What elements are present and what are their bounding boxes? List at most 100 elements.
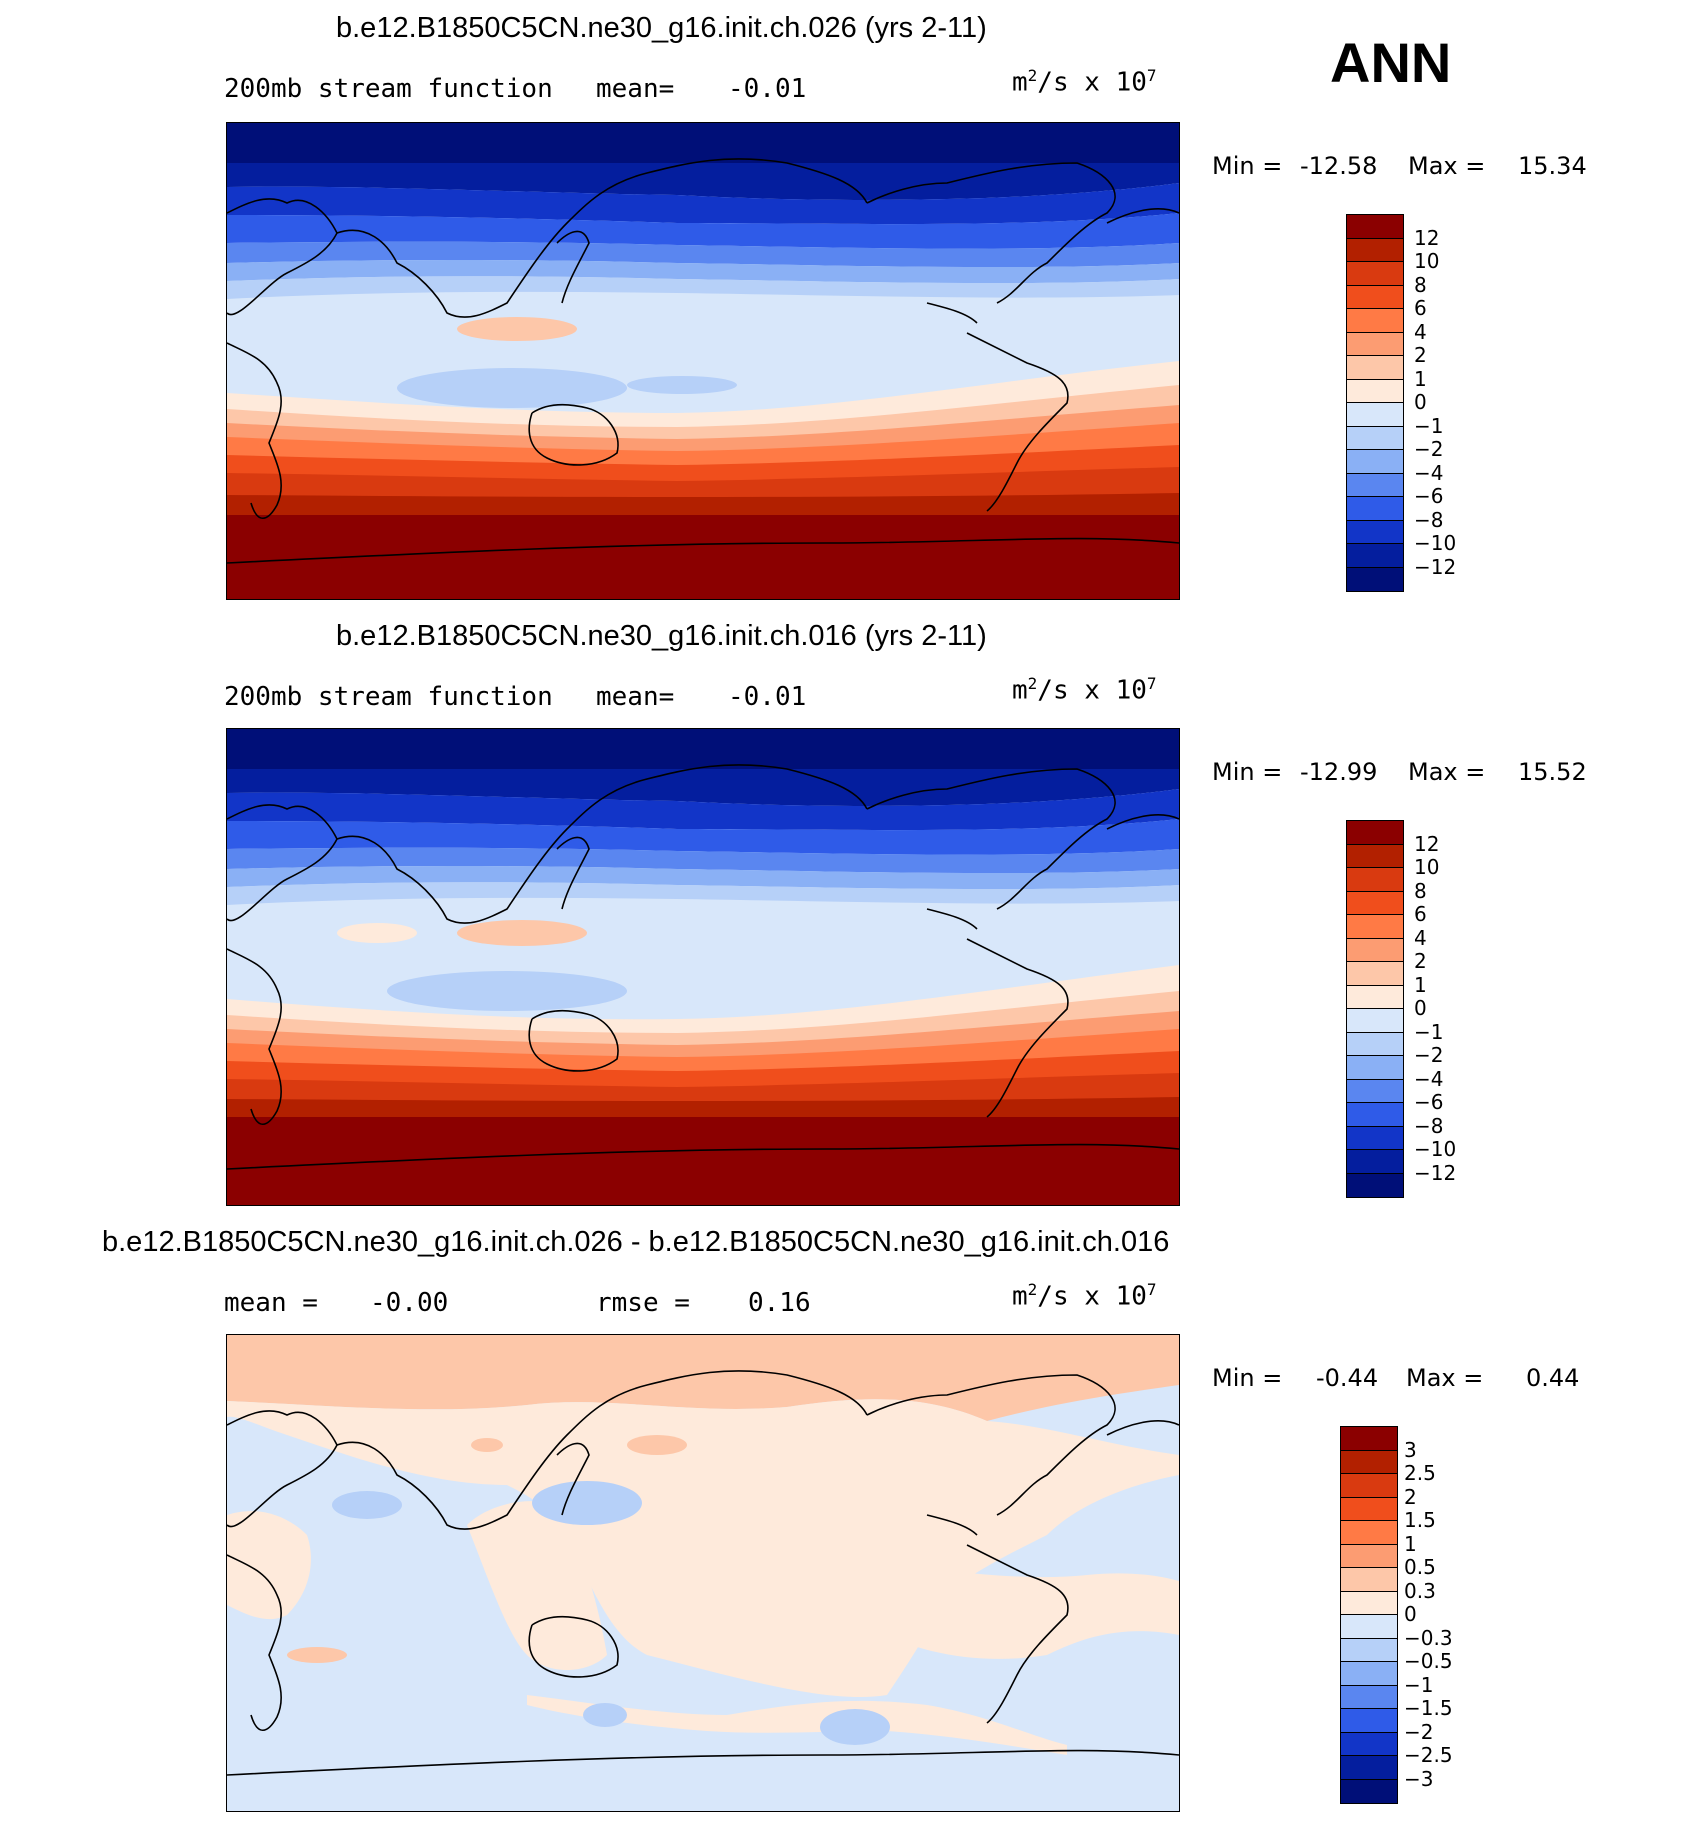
- band: [227, 515, 1179, 599]
- colorbar-label: 3: [1404, 1437, 1417, 1462]
- panel-2-max-label: Max =: [1408, 758, 1486, 786]
- colorbar-label: −12: [1414, 1160, 1457, 1185]
- colorbar-label: 0: [1414, 390, 1427, 414]
- colorbar-box: [1341, 1662, 1397, 1686]
- colorbar-label: 0: [1414, 996, 1427, 1020]
- panel-1-title: b.e12.B1850C5CN.ne30_g16.init.ch.026 (yr…: [336, 12, 987, 44]
- panel-2-mean-value: -0.01: [728, 682, 807, 712]
- colorbar-box: [1347, 285, 1403, 309]
- band: [227, 213, 1179, 249]
- panel-2-colorbar-labels: 12 10 8 6 4 2 1 0 −1 −2 −4 −6 −8 −10 −12: [1414, 820, 1494, 1196]
- colorbar-box: [1347, 567, 1403, 591]
- colorbar-label: 2: [1414, 343, 1427, 367]
- region: [627, 376, 737, 394]
- band: [227, 847, 1179, 874]
- panel-3-map-svg: [227, 1335, 1179, 1811]
- panel-1-colorbar: [1346, 214, 1404, 592]
- colorbar-label: 8: [1414, 878, 1427, 903]
- coastlines: [227, 1370, 1179, 1776]
- panel-1-min-label: Min =: [1212, 152, 1283, 180]
- panel-1-map-svg: [227, 123, 1179, 599]
- panel-3-title: b.e12.B1850C5CN.ne30_g16.init.ch.026 - b…: [102, 1226, 1170, 1258]
- panel-2-map-svg: [227, 729, 1179, 1205]
- band: [227, 183, 1179, 225]
- colorbar-box: [1347, 497, 1403, 521]
- region: [471, 1438, 503, 1452]
- colorbar-label: −4: [1414, 1066, 1444, 1091]
- region: [457, 317, 577, 341]
- panel-3-max-value: 0.44: [1526, 1364, 1580, 1392]
- coastlines: [227, 158, 1179, 564]
- panel-1-mean-label: mean=: [596, 74, 675, 104]
- colorbar-box: [1347, 262, 1403, 286]
- colorbar-label: −2: [1404, 1719, 1434, 1744]
- panel-3-min-value: -0.44: [1316, 1364, 1379, 1392]
- colorbar-box: [1341, 1568, 1397, 1592]
- panel-2-min-value: -12.99: [1300, 758, 1378, 786]
- region: [397, 368, 627, 408]
- colorbar-box: [1347, 544, 1403, 568]
- panel-3-rmse-value: 0.16: [748, 1288, 811, 1318]
- region: [227, 1399, 1179, 1697]
- colorbar-label: −2: [1414, 1043, 1444, 1067]
- region: [532, 1481, 642, 1525]
- band: [227, 789, 1179, 831]
- colorbar-box: [1341, 1591, 1397, 1615]
- colorbar-box: [1347, 473, 1403, 497]
- colorbar-label: 0.5: [1404, 1555, 1436, 1579]
- colorbar-box: [1341, 1615, 1397, 1639]
- panel-2-field-label: 200mb stream function: [224, 682, 553, 712]
- band: [227, 123, 1179, 163]
- colorbar-box: [1347, 1103, 1403, 1127]
- colorbar-box: [1347, 1032, 1403, 1056]
- panel-1-mean-value: -0.01: [728, 74, 807, 104]
- colorbar-label: −0.5: [1404, 1649, 1453, 1673]
- colorbar-box: [1347, 379, 1403, 403]
- colorbar-label: −3: [1404, 1766, 1434, 1791]
- region: [337, 923, 417, 943]
- colorbar-label: 8: [1414, 272, 1427, 297]
- colorbar-box: [1341, 1732, 1397, 1756]
- colorbar-box: [1347, 821, 1403, 845]
- colorbar-label: 0.3: [1404, 1578, 1436, 1603]
- colorbar-box: [1347, 450, 1403, 474]
- colorbar-box: [1341, 1474, 1397, 1498]
- colorbar-box: [1341, 1450, 1397, 1474]
- colorbar-label: 0: [1404, 1602, 1417, 1626]
- colorbar-label: −6: [1414, 1090, 1444, 1114]
- panel-3-mean-label: mean =: [224, 1288, 318, 1318]
- colorbar-box: [1347, 309, 1403, 333]
- colorbar-box: [1347, 962, 1403, 986]
- panel-1-units: m2/s x 107: [1012, 66, 1157, 98]
- colorbar-label: −8: [1414, 1113, 1444, 1138]
- panel-3-rmse-label: rmse =: [596, 1288, 690, 1318]
- panel-2-units: m2/s x 107: [1012, 674, 1157, 706]
- band: [227, 769, 1179, 806]
- colorbar-label: −8: [1414, 507, 1444, 532]
- panel-2-max-value: 15.52: [1518, 758, 1587, 786]
- region: [227, 1335, 1179, 1421]
- region: [387, 971, 627, 1011]
- band: [227, 1117, 1179, 1205]
- panel-2-colorbar: [1346, 820, 1404, 1198]
- panel-3-mean-value: -0.00: [370, 1288, 449, 1318]
- region: [467, 1501, 607, 1670]
- colorbar-box: [1347, 520, 1403, 544]
- colorbar-box: [1347, 985, 1403, 1009]
- colorbar-box: [1347, 403, 1403, 427]
- panel-1-field-label: 200mb stream function: [224, 74, 553, 104]
- region: [332, 1491, 402, 1519]
- panel-2-min-label: Min =: [1212, 758, 1283, 786]
- colorbar-label: −1: [1414, 1019, 1444, 1044]
- region: [627, 1435, 687, 1455]
- panel-2-map: [226, 728, 1180, 1206]
- region: [227, 1511, 311, 1620]
- colorbar-box: [1341, 1521, 1397, 1545]
- region: [457, 920, 587, 946]
- region: [527, 1695, 1067, 1755]
- colorbar-label: −1: [1414, 413, 1444, 438]
- colorbar-box: [1347, 915, 1403, 939]
- region: [820, 1709, 890, 1745]
- colorbar-box: [1341, 1638, 1397, 1662]
- band: [227, 276, 1179, 299]
